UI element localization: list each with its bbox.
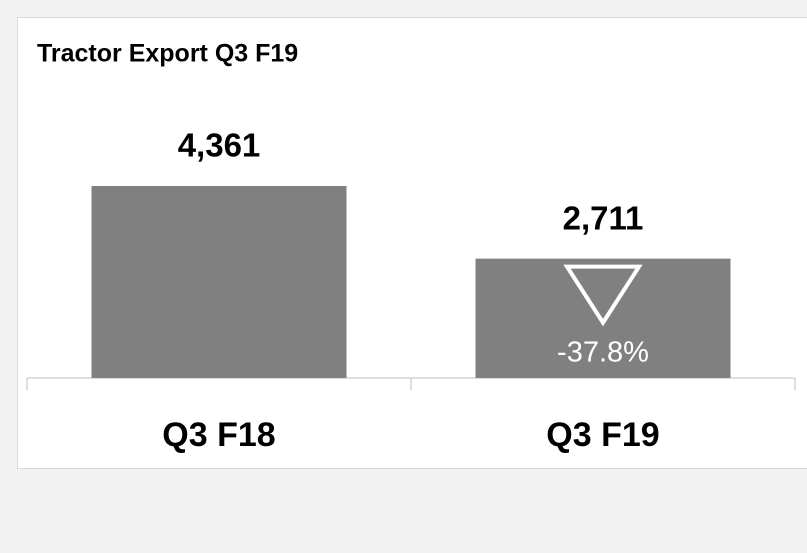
value-label: 2,711 [563,199,644,236]
x-tick-label: Q3 F18 [162,416,275,454]
bar [91,186,347,378]
bar [475,258,731,378]
x-tick-label: Q3 F19 [546,416,659,454]
chart-title: Tractor Export Q3 F19 [37,40,298,68]
change-triangle [563,264,643,327]
change-label: -37.8% [557,336,649,368]
value-label: 4,361 [178,127,261,164]
